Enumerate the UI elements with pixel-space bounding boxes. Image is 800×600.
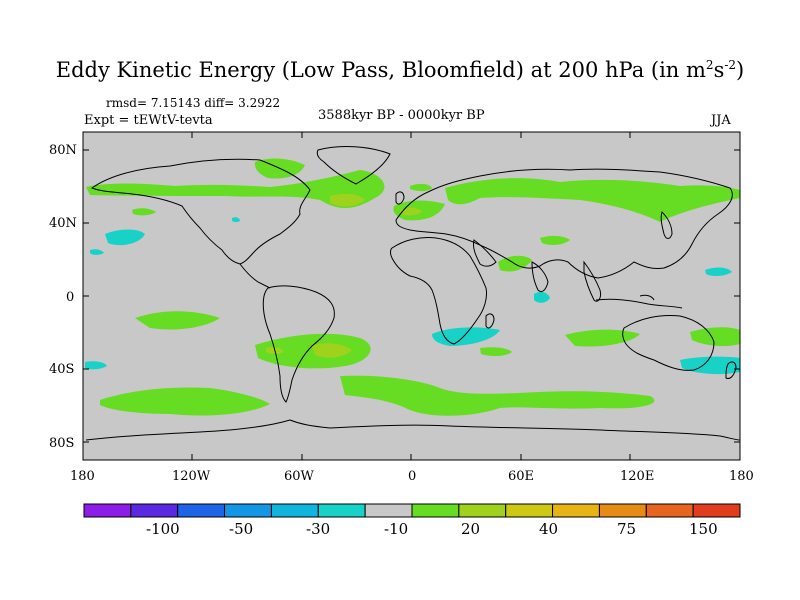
lon-label-120e: 120E xyxy=(620,469,655,484)
positive-region-greenland xyxy=(410,183,432,192)
map-title: Eddy Kinetic Energy (Low Pass, Bloomfiel… xyxy=(55,58,745,82)
strong-region-south-america xyxy=(312,343,352,358)
lon-label-180e: 180 xyxy=(729,469,754,484)
coast-antarctica xyxy=(85,419,741,441)
coastlines xyxy=(85,146,741,441)
colorbar-swatch xyxy=(224,503,272,518)
experiment-label: Expt = tEWtV-tevta xyxy=(84,113,213,128)
lon-label-180w: 180 xyxy=(70,469,95,484)
coast-madagascar xyxy=(485,313,495,329)
lat-label-80s: 80S xyxy=(49,436,75,451)
lon-label-60w: 60W xyxy=(284,469,314,484)
lat-label-40n: 40N xyxy=(49,216,77,231)
colorbar-swatch xyxy=(83,503,132,518)
coast-uk xyxy=(395,191,405,205)
coast-new-zealand xyxy=(725,361,737,379)
colorbar-swatch xyxy=(130,503,179,518)
negative-region-south-pacific xyxy=(85,361,107,370)
lon-label-120w: 120W xyxy=(172,469,211,484)
negative-region-east-pacific xyxy=(90,249,104,255)
negative-region-north-pacific xyxy=(105,229,145,246)
colorbar-label-minus10: -10 xyxy=(384,520,409,538)
colorbar-swatch xyxy=(317,503,366,518)
colorbar xyxy=(83,503,741,518)
colorbar-swatch xyxy=(364,503,413,518)
colorbar-label-minus30: -30 xyxy=(306,520,331,538)
negative-region-indian xyxy=(534,291,550,303)
positive-region-eurasia xyxy=(445,178,740,222)
colorbar-swatch xyxy=(552,503,600,518)
negative-region-west-pacific xyxy=(705,267,732,277)
lat-label-0: 0 xyxy=(66,290,75,305)
lat-label-80n: 80N xyxy=(49,143,77,158)
colorbar-swatch xyxy=(505,503,554,518)
positive-region-north-pacific xyxy=(132,208,156,216)
positive-region-north-atlantic xyxy=(86,170,385,209)
colorbar-swatch xyxy=(458,503,507,518)
coast-japan xyxy=(660,211,673,239)
colorbar-label-20: 20 xyxy=(461,520,481,538)
positive-region-southern-indian xyxy=(690,327,740,347)
positive-region-indian-ocean xyxy=(565,329,640,347)
colorbar-swatch xyxy=(598,503,647,518)
strong-region-atlantic xyxy=(330,193,365,207)
coast-africa xyxy=(390,237,487,345)
positive-region-tropical-pacific xyxy=(135,311,220,330)
season-label: JJA xyxy=(711,113,731,128)
negative-region-atlantic xyxy=(232,217,240,223)
coast-arabia xyxy=(473,239,497,267)
colorbar-label-150: 150 xyxy=(689,520,718,538)
positive-region-southern-ocean xyxy=(340,375,655,416)
positive-region-south-america xyxy=(255,333,371,369)
colorbar-swatch xyxy=(645,503,694,518)
colorbar-label-40: 40 xyxy=(539,520,559,538)
positive-region-south-atlantic xyxy=(480,347,512,357)
coast-central-america xyxy=(239,263,271,289)
coast-australia xyxy=(622,315,715,371)
strong-region-europe xyxy=(400,207,422,216)
coast-south-america xyxy=(262,285,335,403)
coast-greenland xyxy=(316,146,391,185)
coast-indonesia xyxy=(595,294,683,309)
colorbar-swatch xyxy=(692,503,741,518)
tick-marks xyxy=(83,132,740,460)
colorbar-swatch xyxy=(270,503,319,518)
colorbar-label-minus100: -100 xyxy=(146,520,180,538)
coast-india xyxy=(531,261,549,293)
stats-text: rmsd= 7.15143 diff= 3.2922 xyxy=(106,96,281,110)
colorbar-label-75: 75 xyxy=(617,520,637,538)
coast-north-america xyxy=(90,158,311,265)
anomaly-shading xyxy=(85,158,740,416)
colorbar-swatch xyxy=(177,503,226,518)
lon-label-60e: 60E xyxy=(508,469,535,484)
lat-label-40s: 40S xyxy=(49,362,75,377)
colorbar-label-minus50: -50 xyxy=(229,520,254,538)
period-label: 3588kyr BP - 0000kyr BP xyxy=(318,108,485,123)
lon-label-0: 0 xyxy=(408,469,417,484)
colorbar-swatch xyxy=(411,503,460,518)
positive-region-south-pacific xyxy=(100,387,270,416)
positive-region-india xyxy=(540,235,570,245)
